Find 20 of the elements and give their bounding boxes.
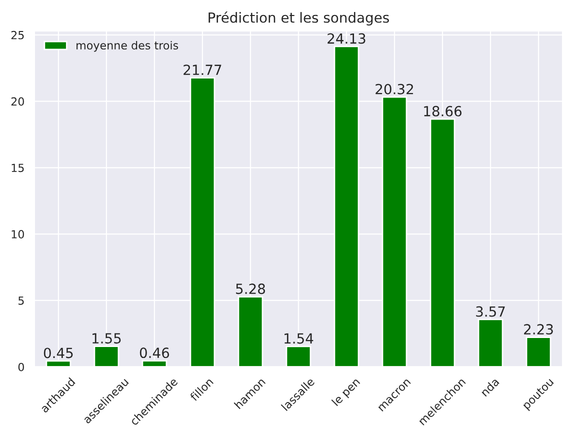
data-label: 0.46	[140, 348, 170, 358]
legend-label: moyenne des trois	[76, 40, 178, 52]
data-label: 24.13	[328, 33, 366, 44]
data-label: 2.23	[524, 324, 553, 335]
data-label: 21.77	[184, 64, 222, 75]
y-tick-label: 5	[18, 296, 24, 305]
data-label: 1.54	[284, 333, 314, 344]
x-tick-label: nda	[480, 377, 500, 397]
y-tick-label: 25	[11, 30, 24, 40]
y-tick-label: 10	[12, 230, 24, 238]
chart-title: Prédiction et les sondages	[208, 12, 389, 26]
data-label: 20.32	[376, 84, 413, 94]
y-tick-label: 15	[12, 164, 24, 172]
data-label: 1.55	[92, 333, 121, 344]
y-tick-label: 0	[18, 362, 24, 372]
data-label: 18.66	[424, 106, 462, 116]
data-label: 5.28	[236, 284, 265, 294]
y-tick-label: 20	[11, 97, 24, 106]
data-label: 3.57	[476, 306, 505, 317]
data-label: 0.45	[44, 348, 73, 358]
